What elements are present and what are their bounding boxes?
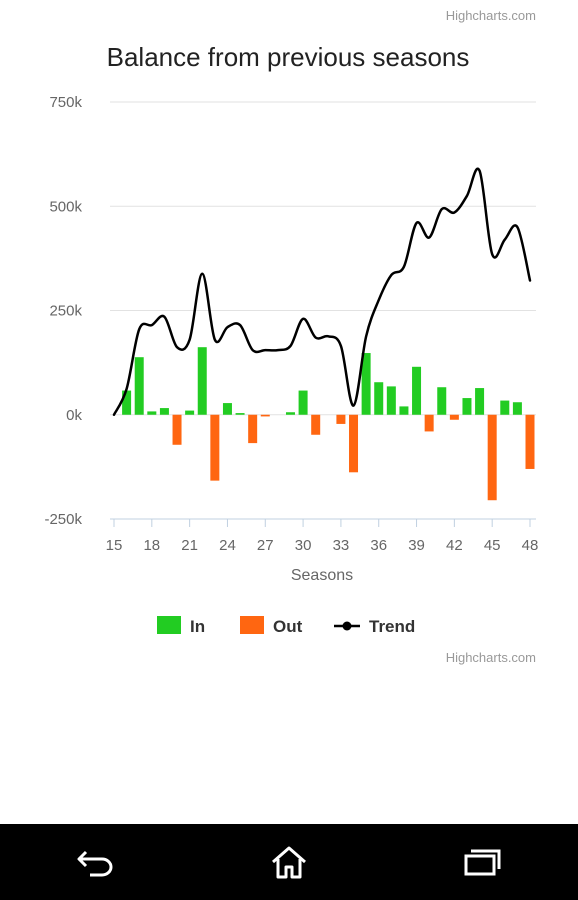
- bar-out[interactable]: [336, 414, 346, 424]
- legend-item-trend[interactable]: Trend: [334, 617, 415, 636]
- bar-in[interactable]: [399, 406, 409, 415]
- y-tick-label: 500k: [49, 198, 82, 215]
- bar-in[interactable]: [500, 400, 510, 415]
- bar-out[interactable]: [487, 414, 497, 501]
- trend-line: [112, 167, 532, 416]
- legend-label-trend: Trend: [369, 617, 415, 636]
- y-tick-label: -250k: [44, 511, 82, 528]
- bar-in[interactable]: [462, 398, 472, 415]
- bar-in[interactable]: [512, 402, 522, 415]
- x-axis-ticks: 15 18 21 24 27 30 33 36 39 42 45 48: [106, 519, 539, 554]
- recents-icon: [464, 849, 501, 876]
- bar-in[interactable]: [159, 408, 169, 415]
- bar-in[interactable]: [412, 366, 422, 415]
- legend-label-out: Out: [273, 617, 303, 636]
- x-tick-label: 15: [106, 537, 123, 554]
- bar-in[interactable]: [361, 353, 371, 415]
- x-tick-label: 45: [484, 537, 501, 554]
- legend-swatch-out: [240, 616, 264, 634]
- credits-link-bottom[interactable]: Highcharts.com: [445, 650, 536, 665]
- legend-item-out[interactable]: Out: [240, 616, 303, 636]
- bar-in[interactable]: [122, 390, 132, 415]
- bar-out[interactable]: [172, 414, 182, 445]
- bar-out[interactable]: [424, 414, 434, 432]
- x-tick-label: 18: [143, 537, 160, 554]
- chart: Balance from previous seasons -250k 0k 250…: [44, 42, 539, 636]
- back-button[interactable]: [56, 832, 136, 892]
- home-icon: [271, 846, 306, 879]
- x-tick-label: 39: [408, 537, 425, 554]
- bar-out[interactable]: [449, 414, 459, 420]
- bar-in[interactable]: [437, 387, 447, 415]
- bar-in[interactable]: [185, 410, 195, 415]
- bar-in[interactable]: [374, 382, 384, 415]
- bar-out[interactable]: [525, 414, 535, 469]
- series-in: [122, 347, 522, 415]
- x-tick-label: 30: [295, 537, 312, 554]
- bar-out[interactable]: [311, 414, 321, 435]
- bar-in[interactable]: [386, 386, 396, 415]
- bar-in[interactable]: [134, 357, 144, 415]
- y-axis-labels: -250k 0k 250k 500k 750k: [44, 94, 82, 528]
- android-nav-bar: [0, 824, 578, 900]
- bar-in[interactable]: [298, 390, 308, 415]
- bar-out[interactable]: [260, 414, 270, 417]
- x-tick-label: 48: [522, 537, 539, 554]
- y-tick-label: 0k: [66, 407, 82, 424]
- x-tick-label: 36: [370, 537, 387, 554]
- bar-out[interactable]: [248, 414, 258, 444]
- bar-in[interactable]: [235, 413, 245, 415]
- grid-lines: [110, 101, 536, 520]
- back-icon: [77, 850, 113, 877]
- bar-out[interactable]: [210, 414, 220, 481]
- x-tick-label: 33: [333, 537, 350, 554]
- x-tick-label: 42: [446, 537, 463, 554]
- bar-in[interactable]: [147, 411, 157, 415]
- bar-in[interactable]: [285, 412, 295, 415]
- bar-in[interactable]: [197, 347, 207, 415]
- x-tick-label: 21: [181, 537, 198, 554]
- series-out: [172, 414, 535, 501]
- y-tick-label: 750k: [49, 94, 82, 111]
- credits-link-top[interactable]: Highcharts.com: [445, 8, 536, 23]
- chart-title: Balance from previous seasons: [107, 42, 470, 72]
- y-tick-label: 250k: [49, 303, 82, 320]
- legend-item-in[interactable]: In: [157, 616, 205, 636]
- recents-button[interactable]: [442, 832, 522, 892]
- home-button[interactable]: [249, 832, 329, 892]
- x-tick-label: 27: [257, 537, 274, 554]
- legend-marker-trend: [342, 621, 352, 631]
- bar-in[interactable]: [222, 403, 232, 415]
- x-tick-label: 24: [219, 537, 236, 554]
- legend-swatch-in: [157, 616, 181, 634]
- legend-label-in: In: [190, 617, 205, 636]
- bar-out[interactable]: [349, 414, 359, 473]
- bar-in[interactable]: [475, 388, 485, 415]
- legend: In Out Trend: [157, 616, 415, 636]
- x-axis-title: Seasons: [291, 567, 353, 584]
